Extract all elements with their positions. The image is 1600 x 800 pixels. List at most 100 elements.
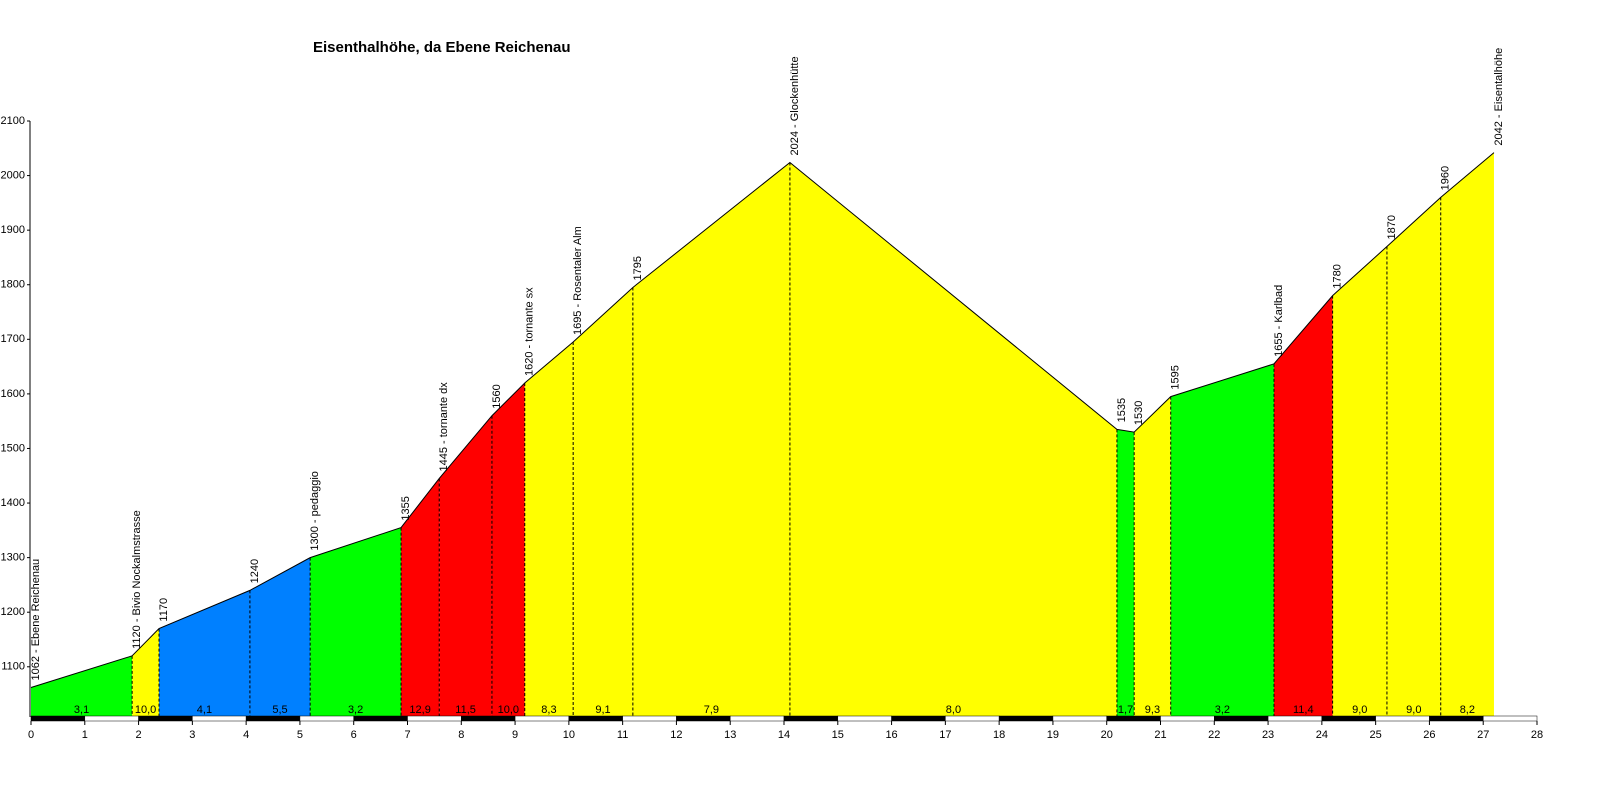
- x-tick-label: 26: [1423, 729, 1435, 741]
- x-tick-label: 18: [993, 729, 1005, 741]
- gradient-label: 8,0: [946, 704, 961, 716]
- y-tick-label: 1900: [1, 224, 25, 236]
- x-tick-label: 6: [351, 729, 357, 741]
- point-label: 1560: [491, 384, 503, 408]
- point-label: 1240: [249, 559, 261, 583]
- x-tick-label: 11: [617, 729, 628, 741]
- gradient-segment: [31, 655, 133, 717]
- km-bar: [1160, 715, 1215, 722]
- km-bar: [1321, 715, 1376, 722]
- km-bar: [1267, 715, 1323, 722]
- y-tick-label: 1800: [1, 279, 25, 291]
- x-tick-label: 16: [885, 729, 897, 741]
- point-label: 1695 - Rosentaler Alm: [572, 226, 584, 335]
- km-bar: [353, 715, 408, 722]
- point-label: 1300 - pedaggio: [309, 471, 321, 551]
- km-bar: [1052, 715, 1107, 722]
- gradient-segment: [1386, 197, 1441, 717]
- x-tick-label: 0: [28, 729, 34, 741]
- gradient-segment: [310, 527, 402, 717]
- gradient-segment: [632, 162, 790, 717]
- gradient-segment: [789, 162, 1117, 717]
- km-bar: [1214, 715, 1269, 722]
- gradient-segment: [1273, 295, 1333, 717]
- y-tick-label: 1200: [1, 606, 25, 618]
- km-bar: [622, 715, 677, 722]
- x-tick-label: 8: [458, 729, 464, 741]
- point-label: 1445 - tornante dx: [438, 382, 450, 472]
- gradient-label: 11,4: [1293, 704, 1314, 716]
- gradient-segment: [132, 628, 160, 717]
- km-bar: [891, 715, 946, 722]
- km-bar: [945, 715, 1000, 722]
- gradient-segment: [1170, 363, 1274, 717]
- y-tick-label: 1500: [1, 442, 25, 454]
- km-bar: [1429, 715, 1484, 722]
- gradient-segment: [573, 287, 633, 717]
- x-tick-label: 3: [189, 729, 195, 741]
- x-tick-label: 19: [1047, 729, 1059, 741]
- gradient-label: 10,0: [498, 704, 519, 716]
- km-bar: [1106, 715, 1161, 722]
- point-label: 1530: [1133, 401, 1145, 425]
- point-label: 1780: [1332, 264, 1344, 288]
- gradient-segment: [1332, 246, 1387, 717]
- km-bar: [568, 715, 623, 722]
- gradient-label: 1,7: [1118, 704, 1133, 716]
- point-label: 2042 - Eisentalhöhe: [1493, 48, 1505, 146]
- x-tick-label: 13: [724, 729, 736, 741]
- gradient-segment: [524, 342, 574, 717]
- chart-title: Eisenthalhöhe, da Ebene Reichenau: [313, 39, 571, 56]
- x-tick-label: 15: [832, 729, 844, 741]
- y-tick-label: 1600: [1, 388, 25, 400]
- gradient-segment: [159, 590, 250, 717]
- gradient-label: 9,1: [595, 704, 610, 716]
- km-bar: [729, 715, 785, 722]
- gradient-segment: [1134, 396, 1171, 717]
- gradient-label: 9,3: [1145, 704, 1160, 716]
- x-tick-label: 23: [1262, 729, 1274, 741]
- km-bar: [783, 715, 839, 722]
- gradient-segment: [491, 382, 525, 717]
- km-bar: [299, 715, 354, 722]
- point-label: 1355: [400, 496, 412, 520]
- gradient-label: 4,1: [197, 704, 212, 716]
- point-label: 1655 - Karlbad: [1273, 285, 1285, 357]
- x-tick-label: 1: [82, 729, 88, 741]
- gradient-label: 12,9: [409, 704, 430, 716]
- point-label: 1535: [1116, 398, 1128, 422]
- gradient-label: 3,1: [74, 704, 89, 716]
- km-bar: [30, 715, 86, 722]
- x-tick-label: 12: [670, 729, 682, 741]
- x-tick-label: 2: [136, 729, 142, 741]
- point-label: 1170: [158, 598, 170, 622]
- y-tick-label: 1700: [1, 333, 25, 345]
- gradient-segment: [1440, 152, 1494, 718]
- gradient-label: 11,5: [455, 704, 476, 716]
- point-label: 1062 - Ebene Reichenau: [30, 559, 42, 681]
- gradient-label: 9,0: [1352, 704, 1367, 716]
- gradient-label: 3,2: [348, 704, 363, 716]
- x-tick-label: 21: [1154, 729, 1166, 741]
- point-label: 1120 - Bivio Nockalmstrasse: [131, 510, 143, 649]
- profile-line: [30, 152, 1495, 689]
- gradient-label: 7,9: [704, 704, 719, 716]
- y-tick-label: 1300: [1, 552, 25, 564]
- x-tick-label: 20: [1101, 729, 1113, 741]
- x-tick-label: 4: [243, 729, 249, 741]
- km-bar: [192, 715, 247, 722]
- km-bar: [998, 715, 1054, 722]
- km-bar: [84, 715, 139, 722]
- x-tick-label: 9: [512, 729, 518, 741]
- km-bar: [514, 715, 570, 722]
- km-bar: [407, 715, 462, 722]
- x-tick-label: 14: [778, 729, 790, 741]
- x-tick-label: 5: [297, 729, 303, 741]
- x-tick-label: 24: [1316, 729, 1328, 741]
- x-tick-label: 28: [1531, 729, 1543, 741]
- y-tick-label: 1100: [1, 661, 25, 673]
- x-tick-label: 27: [1477, 729, 1489, 741]
- x-tick-label: 7: [404, 729, 410, 741]
- point-label: 2024 - Glockenhütte: [789, 56, 801, 155]
